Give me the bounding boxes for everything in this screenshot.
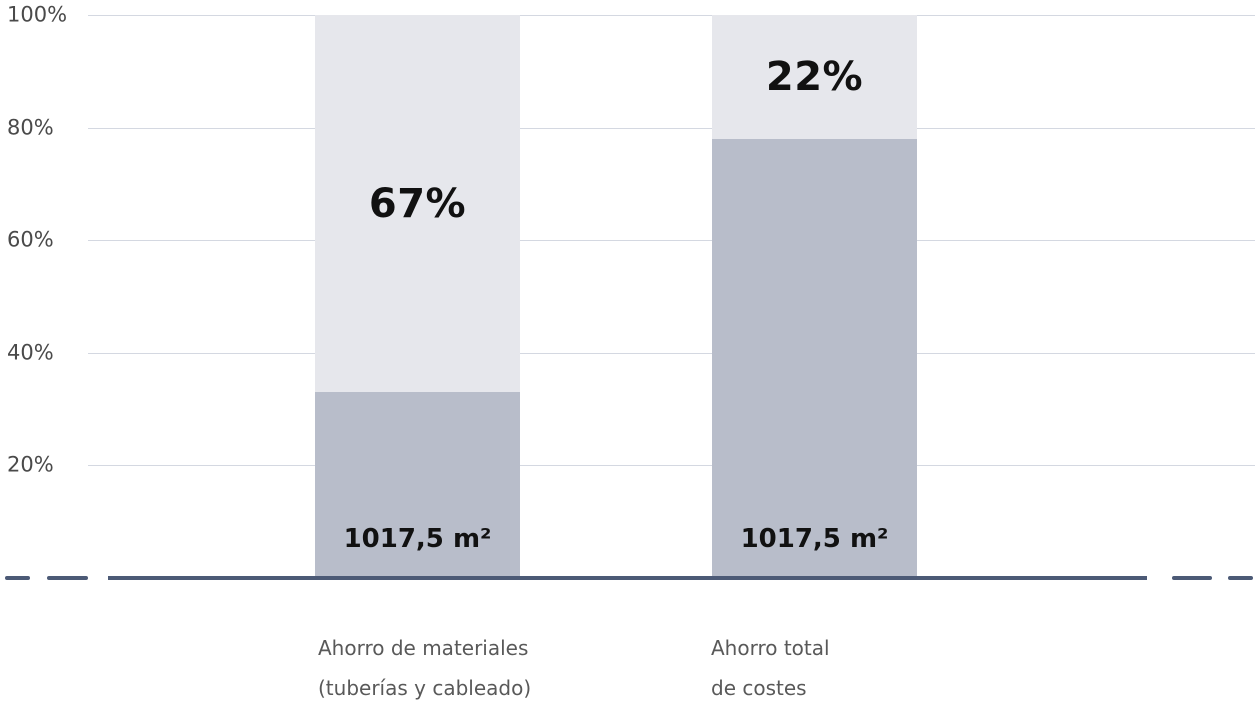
category-label-materiales: Ahorro de materiales (tuberías y cablead… <box>318 628 531 708</box>
bar-ahorro-materiales: 67% 1017,5 m² <box>315 15 520 578</box>
axis-dash-right-outer <box>1228 576 1253 580</box>
y-tick-label-40: 40% <box>7 340 54 365</box>
y-tick-label-100: 100% <box>7 2 68 27</box>
bar2-remainder-segment: 22% <box>712 15 917 139</box>
category-label-line: (tuberías y cableado) <box>318 676 532 700</box>
axis-dash-left-inner <box>47 576 88 580</box>
bar2-percent-label: 22% <box>765 53 864 100</box>
y-tick-label-80: 80% <box>7 115 54 140</box>
category-label-costes: Ahorro total de costes <box>711 628 830 708</box>
bar1-area-label: 1017,5 m² <box>343 524 492 554</box>
bar-ahorro-total: 22% 1017,5 m² <box>712 15 917 578</box>
bar1-percent-label: 67% <box>368 180 467 227</box>
plot-area: 100% 80% 60% 40% 20% 67% 1017,5 m² 22% 1017,… <box>0 3 1255 578</box>
axis-dash-right-inner <box>1172 576 1212 580</box>
axis-dash-left-outer <box>5 576 30 580</box>
gridline-60 <box>88 240 1255 242</box>
gridline-100 <box>88 15 1255 16</box>
bar2-base-segment: 1017,5 m² <box>712 138 917 578</box>
category-label-line: Ahorro de materiales <box>318 636 529 660</box>
category-label-line: Ahorro total <box>711 636 830 660</box>
bar1-remainder-segment: 67% <box>315 15 520 393</box>
gridline-40 <box>88 352 1255 354</box>
y-tick-label-60: 60% <box>7 227 54 252</box>
y-tick-label-20: 20% <box>7 452 54 477</box>
gridline-20 <box>88 465 1255 467</box>
category-label-line: de costes <box>711 676 807 700</box>
gridline-80 <box>88 127 1255 129</box>
bar1-base-segment: 1017,5 m² <box>315 392 520 578</box>
x-axis-line <box>108 576 1147 580</box>
bar2-area-label: 1017,5 m² <box>740 524 889 554</box>
